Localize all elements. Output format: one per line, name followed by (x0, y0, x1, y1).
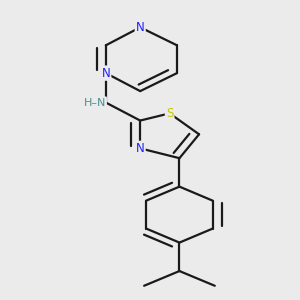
Text: S: S (166, 107, 173, 120)
Text: H–N: H–N (83, 98, 106, 108)
Text: N: N (136, 21, 145, 34)
Text: N: N (101, 67, 110, 80)
Text: N: N (136, 142, 145, 155)
